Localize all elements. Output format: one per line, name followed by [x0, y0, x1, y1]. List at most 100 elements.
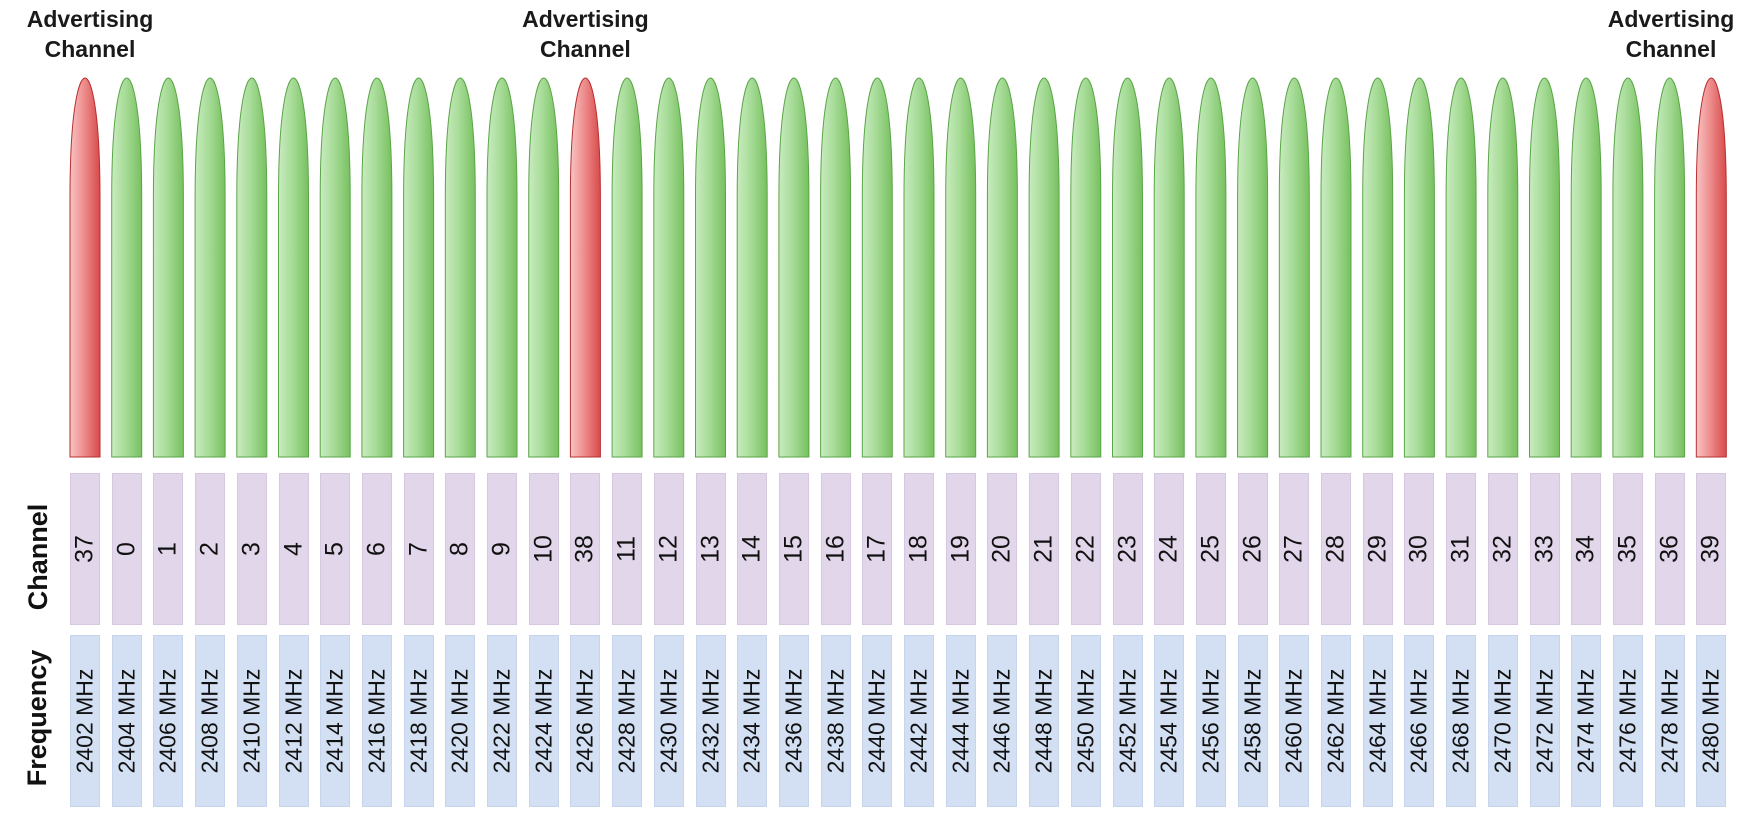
data-channel-peak	[1570, 77, 1602, 458]
channel-number: 30	[1404, 535, 1433, 563]
channel-number: 38	[570, 535, 599, 563]
channel-number-cell: 0	[111, 473, 142, 625]
frequency-cell: 2412 MHz	[278, 635, 309, 807]
frequency-cell: 2438 MHz	[820, 635, 851, 807]
channel-number-cell: 29	[1362, 473, 1393, 625]
frequency-cell: 2444 MHz	[945, 635, 976, 807]
advertising-channel-peak	[569, 77, 601, 458]
frequency-value: 2422 MHz	[488, 668, 515, 774]
data-channel-peak	[444, 77, 476, 458]
frequency-value: 2446 MHz	[988, 668, 1015, 774]
channel-number: 2	[195, 542, 224, 556]
channel-number-cell: 18	[904, 473, 934, 625]
data-channel-peak	[695, 77, 726, 458]
frequency-cell: 2418 MHz	[403, 635, 434, 807]
channel-number: 33	[1530, 535, 1558, 563]
channel-number-cell: 35	[1612, 473, 1643, 625]
frequency-value: 2444 MHz	[947, 668, 974, 774]
frequency-cell: 2466 MHz	[1404, 635, 1435, 807]
frequency-value: 2470 MHz	[1489, 668, 1516, 774]
advertising-channel-label: Advertising Channel	[522, 6, 649, 62]
frequency-cell: 2402 MHz	[70, 635, 100, 807]
channel-number-cell: 7	[403, 473, 434, 625]
channel-number: 11	[612, 536, 641, 562]
channel-number-cell: 28	[1321, 473, 1351, 625]
frequency-cell: 2448 MHz	[1029, 635, 1060, 807]
data-channel-peak	[861, 77, 893, 458]
channel-number-cell: 23	[1112, 473, 1143, 625]
frequency-value: 2456 MHz	[1197, 668, 1224, 774]
frequency-cell: 2406 MHz	[153, 635, 184, 807]
channel-number: 21	[1029, 535, 1058, 563]
data-channel-peak	[1028, 77, 1060, 458]
channel-number: 34	[1571, 535, 1600, 563]
frequency-value: 2414 MHz	[321, 668, 348, 774]
channel-number-cell: 17	[862, 473, 893, 625]
frequency-value: 2452 MHz	[1114, 668, 1140, 774]
frequency-value: 2478 MHz	[1656, 668, 1683, 774]
channel-number-cell: 12	[653, 473, 684, 625]
data-channel-peak	[736, 77, 768, 458]
frequency-cell: 2436 MHz	[778, 635, 809, 807]
frequency-cell: 2464 MHz	[1362, 635, 1393, 807]
channel-number-cell: 24	[1154, 473, 1185, 625]
frequency-value: 2434 MHz	[738, 668, 765, 774]
channel-number: 29	[1363, 535, 1392, 563]
data-channel-peak	[236, 77, 268, 458]
channel-number: 1	[153, 542, 182, 556]
frequency-cell: 2456 MHz	[1195, 635, 1226, 807]
frequency-value: 2466 MHz	[1405, 668, 1432, 774]
data-channel-peak	[1487, 77, 1519, 458]
channel-number: 10	[529, 535, 558, 563]
frequency-cell: 2478 MHz	[1654, 635, 1685, 807]
frequency-cell: 2440 MHz	[862, 635, 893, 807]
channel-number-cell: 3	[236, 473, 267, 625]
frequency-cell: 2446 MHz	[987, 635, 1018, 807]
data-channel-peak	[1403, 77, 1435, 458]
data-channel-peak	[152, 77, 184, 458]
frequency-cell: 2404 MHz	[111, 635, 142, 807]
channel-number-cell: 26	[1237, 473, 1268, 625]
channel-number-cell: 9	[487, 473, 517, 625]
frequency-value: 2410 MHz	[238, 668, 265, 774]
channel-number-cell: 30	[1404, 473, 1435, 625]
channel-number: 6	[362, 542, 391, 556]
frequency-cell: 2472 MHz	[1529, 635, 1560, 807]
frequency-cell: 2460 MHz	[1279, 635, 1310, 807]
data-channel-peak	[903, 77, 935, 458]
frequency-value: 2412 MHz	[280, 668, 306, 774]
frequency-value: 2454 MHz	[1155, 668, 1182, 774]
channel-number-cell: 20	[987, 473, 1018, 625]
channel-number: 7	[404, 542, 433, 556]
data-channel-peak	[778, 77, 810, 458]
channel-number-cell: 13	[695, 473, 726, 625]
frequency-cell: 2454 MHz	[1154, 635, 1185, 807]
channel-number-cell: 27	[1279, 473, 1310, 625]
frequency-value: 2450 MHz	[1072, 668, 1099, 774]
frequency-row-label: Frequency	[22, 649, 52, 787]
frequency-value: 2460 MHz	[1280, 668, 1307, 774]
advertising-channel-peak	[69, 77, 101, 458]
channel-number-cell: 15	[778, 473, 809, 625]
frequency-cell: 2416 MHz	[361, 635, 392, 807]
channel-number: 28	[1321, 535, 1350, 563]
channel-number: 13	[696, 535, 724, 563]
frequency-value: 2426 MHz	[571, 668, 598, 774]
channel-number-cell: 38	[570, 473, 601, 625]
advertising-channel-label: Advertising Channel	[1607, 6, 1735, 62]
channel-number: 15	[779, 535, 808, 563]
channel-number-cell: 39	[1696, 473, 1727, 625]
frequency-cell: 2462 MHz	[1321, 635, 1351, 807]
channel-number: 8	[445, 542, 474, 556]
frequency-value: 2430 MHz	[655, 668, 682, 774]
channel-number: 25	[1196, 535, 1225, 563]
data-channel-peak	[111, 77, 143, 458]
frequency-cell: 2420 MHz	[445, 635, 476, 807]
channel-number: 26	[1238, 535, 1267, 563]
channel-number: 5	[320, 542, 349, 556]
channel-number: 12	[654, 535, 683, 563]
data-channel-peak	[1362, 77, 1394, 458]
channel-number-cell: 21	[1029, 473, 1060, 625]
data-channel-peak	[986, 77, 1018, 458]
data-channel-peak	[1654, 77, 1686, 458]
